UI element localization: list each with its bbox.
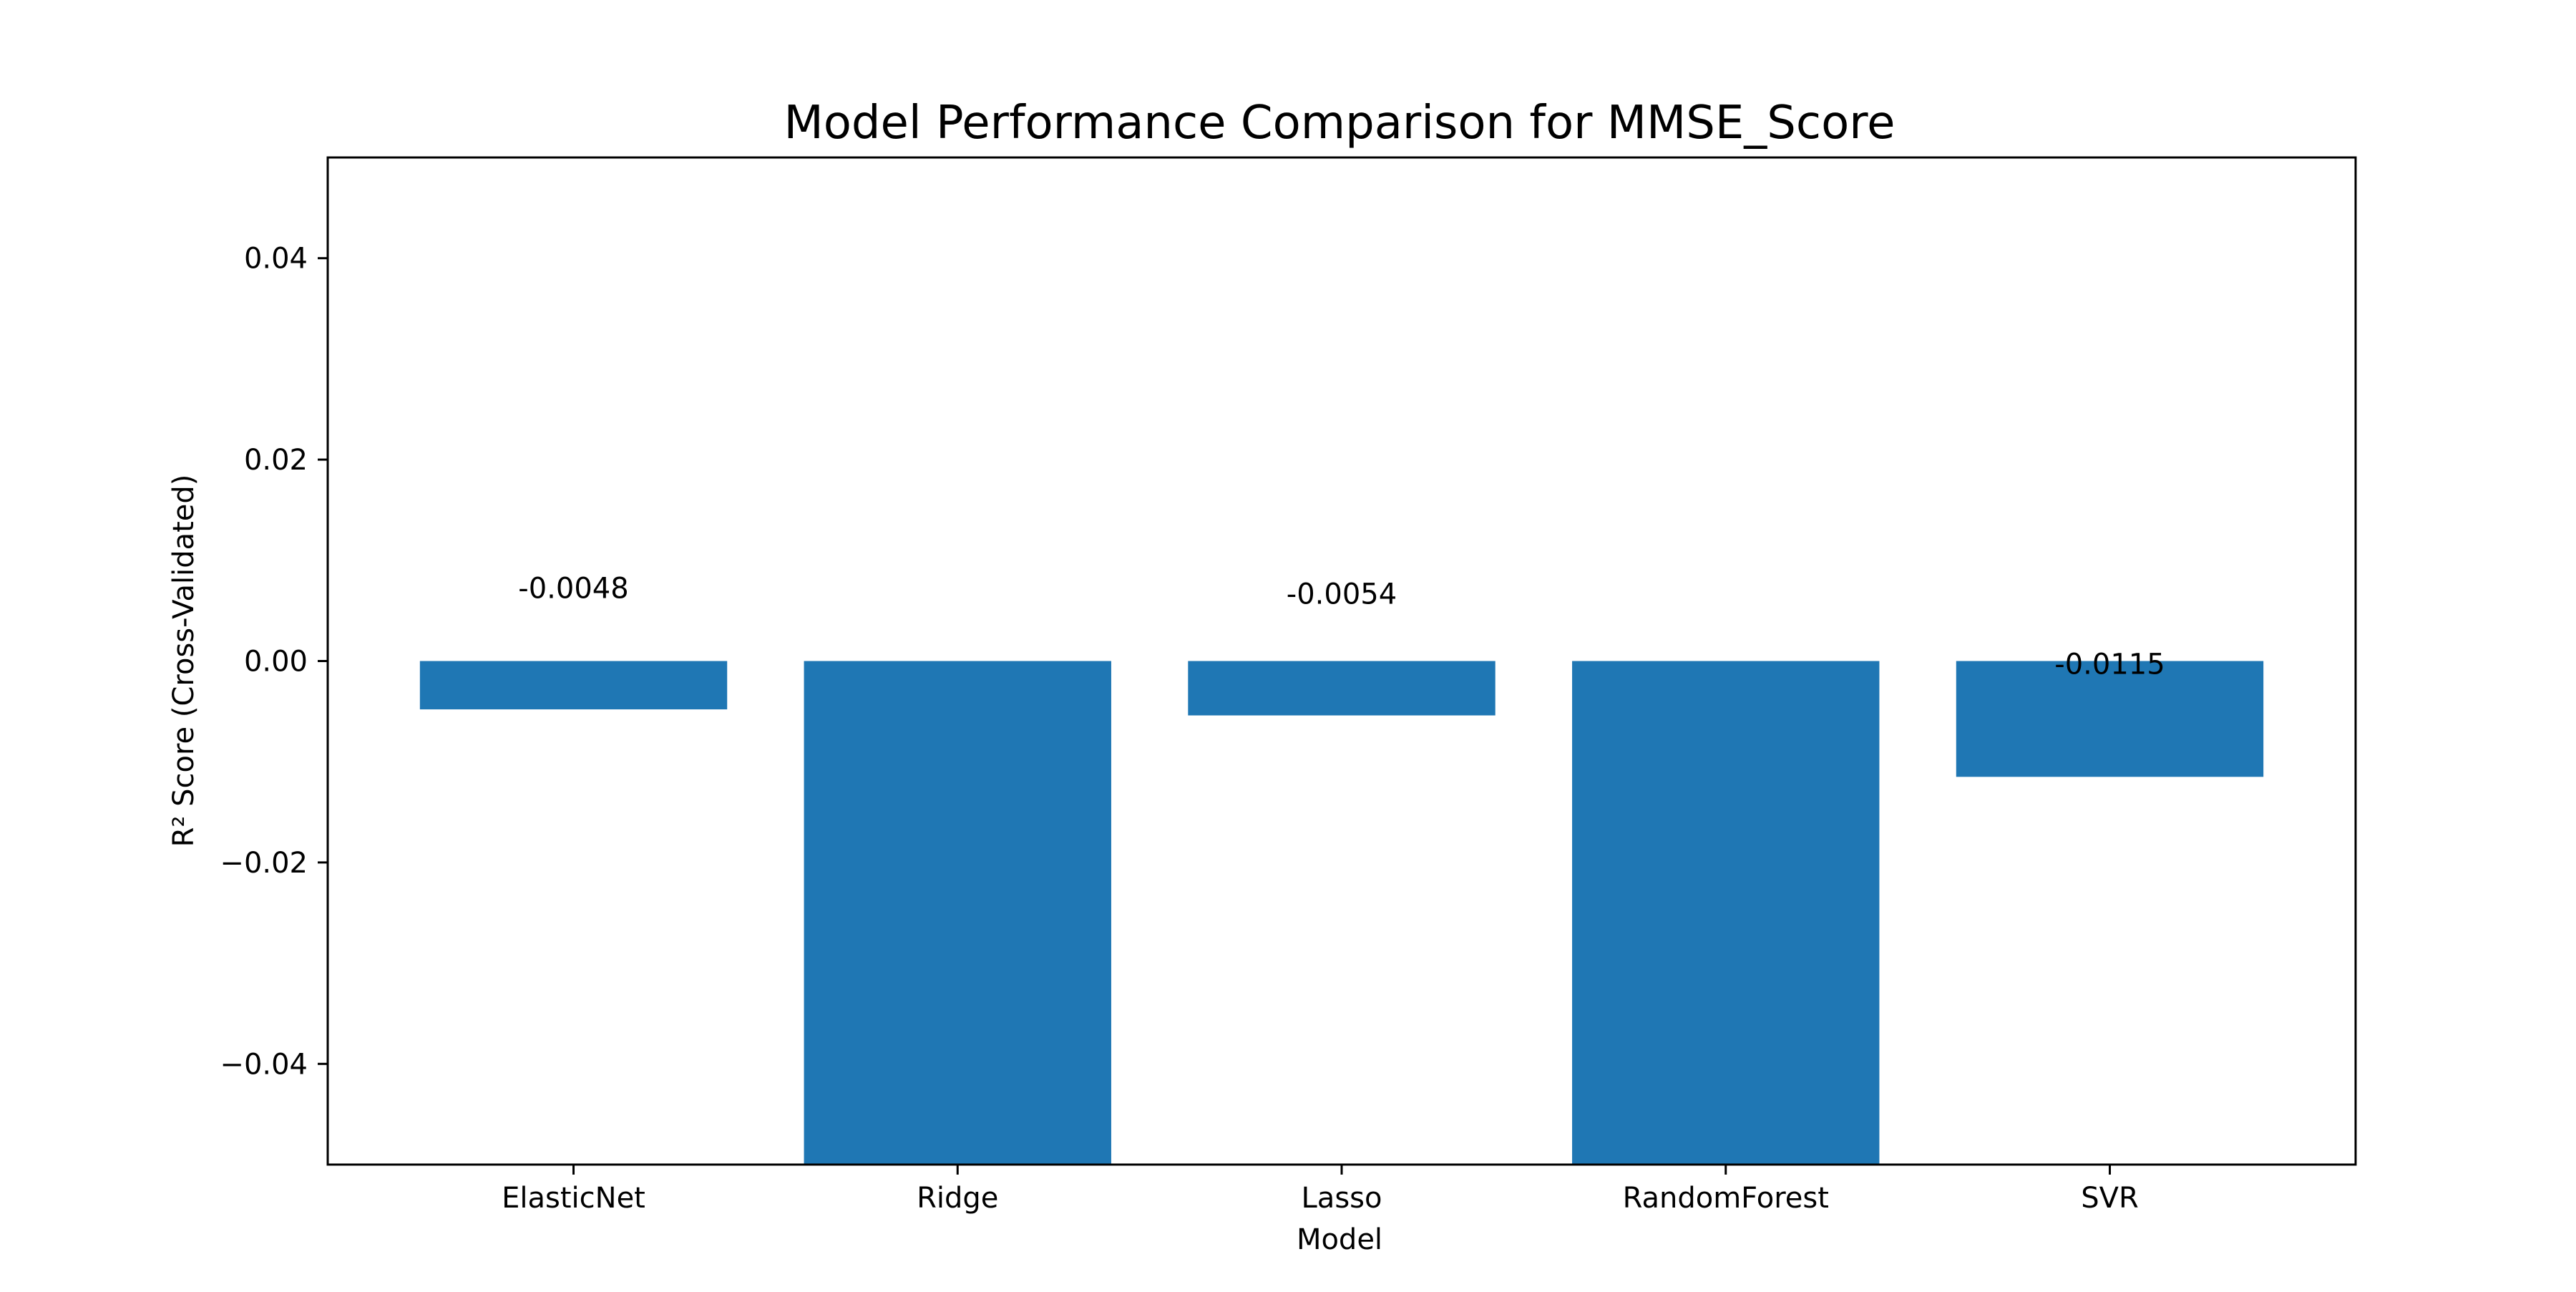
- y-tick-label: 0.04: [244, 243, 308, 276]
- y-tick-label: −0.02: [220, 847, 308, 880]
- data-label-elasticnet: -0.0048: [518, 573, 628, 606]
- x-tick-label-lasso: Lasso: [1302, 1182, 1382, 1215]
- plot-frame: [326, 156, 2357, 1166]
- bar-ridge: [804, 661, 1111, 1165]
- bar-svr: [1956, 661, 2264, 777]
- x-tick-label-elasticnet: ElasticNet: [502, 1182, 645, 1215]
- data-labels-layer: -0.0048 -0.0054 -0.0115: [518, 573, 2165, 681]
- y-axis-label: R² Score (Cross-Validated): [167, 475, 200, 847]
- bar-elasticnet: [419, 661, 728, 710]
- x-tick-label-svr: SVR: [2081, 1182, 2139, 1215]
- y-tick-label: 0.00: [244, 646, 308, 679]
- bar-lasso: [1188, 661, 1496, 716]
- x-axis: ElasticNet Ridge Lasso RandomForest SVR: [502, 1165, 2139, 1215]
- y-tick-label: −0.04: [220, 1048, 308, 1081]
- bars-layer: [419, 661, 2264, 1165]
- y-axis: −0.04 −0.02 0.00 0.02 0.04: [220, 243, 328, 1081]
- chart-title: Model Performance Comparison for MMSE_Sc…: [784, 97, 1895, 150]
- x-tick-label-randomforest: RandomForest: [1623, 1182, 1829, 1215]
- data-label-lasso: -0.0054: [1287, 578, 1397, 611]
- data-label-svr: -0.0115: [2054, 649, 2165, 681]
- y-tick-label: 0.02: [244, 444, 308, 477]
- bar-randomforest: [1572, 661, 1880, 1165]
- x-tick-label-ridge: Ridge: [917, 1182, 998, 1215]
- x-axis-label: Model: [1297, 1223, 1382, 1256]
